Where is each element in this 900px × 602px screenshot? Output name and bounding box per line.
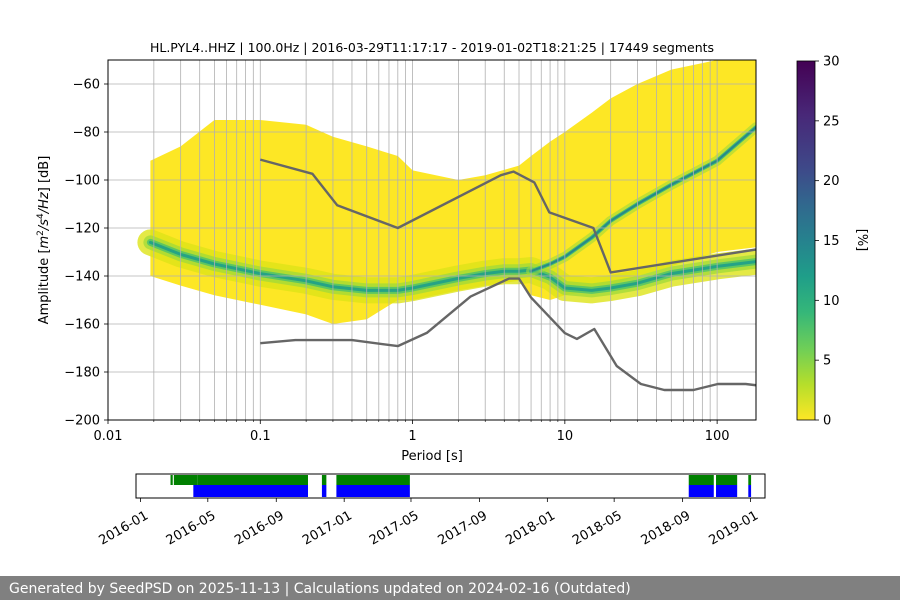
y-axis-ticks: −200 −180 −160 −140 −120 −100 −80 −60 bbox=[64, 78, 108, 429]
timeline-segment-available bbox=[336, 475, 410, 485]
x-tick-label: 100 bbox=[705, 429, 730, 444]
colorbar-tick-label: 5 bbox=[823, 354, 831, 369]
colorbar-tick-label: 10 bbox=[823, 294, 840, 309]
y-tick-label: −80 bbox=[73, 126, 100, 141]
colorbar-tick-label: 25 bbox=[823, 114, 840, 129]
timeline-segment-used bbox=[716, 485, 738, 497]
plot-frame bbox=[107, 59, 757, 421]
timeline-tick-label: 2016-01 bbox=[96, 508, 151, 548]
timeline-tick-label: 2016-09 bbox=[232, 508, 287, 548]
colorbar-tick-label: 20 bbox=[823, 174, 840, 189]
timeline-tick-label: 2017-09 bbox=[435, 508, 490, 548]
colorbar-tick-label: 15 bbox=[823, 234, 840, 249]
colorbar-label: [%] bbox=[854, 229, 869, 252]
colorbar-tick-label: 0 bbox=[823, 414, 831, 429]
data-availability-timeline: 2016-01 2016-05 2016-09 2017-01 2017-05 2017-… bbox=[96, 473, 766, 549]
timeline-segment-used bbox=[336, 485, 410, 497]
timeline-tick-label: 2018-05 bbox=[570, 508, 625, 548]
psd-heatmap bbox=[137, 60, 756, 324]
timeline-tick-label: 2017-01 bbox=[300, 508, 355, 548]
footer-status: Generated by SeedPSD on 2025-11-13 | Cal… bbox=[0, 576, 900, 600]
timeline-segment-available bbox=[173, 475, 198, 485]
colorbar: 0 5 10 15 20 25 30 [%] bbox=[796, 55, 869, 429]
chart-title: HL.PYL4..HHZ | 100.0Hz | 2016-03-29T11:1… bbox=[150, 40, 714, 55]
y-tick-label: −180 bbox=[64, 366, 100, 381]
timeline-tick-label: 2017-05 bbox=[367, 508, 422, 548]
timeline-tick-label: 2018-09 bbox=[639, 508, 694, 548]
timeline-segment-used bbox=[193, 485, 309, 497]
timeline-segment-available bbox=[716, 475, 738, 485]
timeline-segment-used bbox=[688, 485, 714, 497]
timeline-segment-available bbox=[321, 475, 327, 485]
timeline-segment-available bbox=[748, 475, 752, 485]
timeline-tick-label: 2016-05 bbox=[164, 508, 219, 548]
timeline-segment-used bbox=[321, 485, 327, 497]
timeline-ticks: 2016-01 2016-05 2016-09 2017-01 2017-05 2017-… bbox=[96, 498, 761, 549]
nhnm-curve bbox=[259, 158, 756, 274]
colorbar-tick-label: 30 bbox=[823, 55, 840, 70]
x-tick-label: 10 bbox=[557, 429, 574, 444]
timeline-frame bbox=[135, 473, 766, 499]
x-tick-label: 1 bbox=[408, 429, 416, 444]
timeline-segment-available bbox=[197, 475, 309, 485]
timeline-segment-used bbox=[748, 485, 752, 497]
y-tick-label: −60 bbox=[73, 78, 100, 93]
y-tick-label: −160 bbox=[64, 318, 100, 333]
grid-lines bbox=[108, 60, 756, 420]
nlnm-curve bbox=[260, 277, 756, 392]
timeline-segment-available bbox=[170, 475, 173, 485]
x-tick-label: 0.01 bbox=[94, 429, 123, 444]
y-tick-label: −200 bbox=[64, 414, 100, 429]
y-axis-label: Amplitude [m2/s4/Hz] [dB] bbox=[36, 156, 52, 325]
x-axis-ticks: 0.01 0.1 1 10 100 bbox=[94, 420, 730, 444]
x-tick-label: 0.1 bbox=[250, 429, 271, 444]
y-tick-label: −120 bbox=[64, 222, 100, 237]
noise-models bbox=[259, 158, 756, 392]
y-tick-label: −140 bbox=[64, 270, 100, 285]
y-tick-label: −100 bbox=[64, 174, 100, 189]
colorbar-ticks: 0 5 10 15 20 25 30 bbox=[815, 55, 840, 429]
timeline-segment-available bbox=[688, 475, 714, 485]
timeline-tick-label: 2018-01 bbox=[503, 508, 558, 548]
psd-mode-1-layer-4 bbox=[148, 240, 756, 292]
psd-plot-area: 0.01 0.1 1 10 100 −200 −180 −160 −140 −120 −100 −8… bbox=[36, 59, 757, 464]
x-axis-label: Period [s] bbox=[401, 449, 463, 464]
colorbar-gradient bbox=[796, 60, 816, 421]
timeline-bars bbox=[170, 475, 752, 497]
timeline-tick-label: 2019-01 bbox=[707, 508, 762, 548]
